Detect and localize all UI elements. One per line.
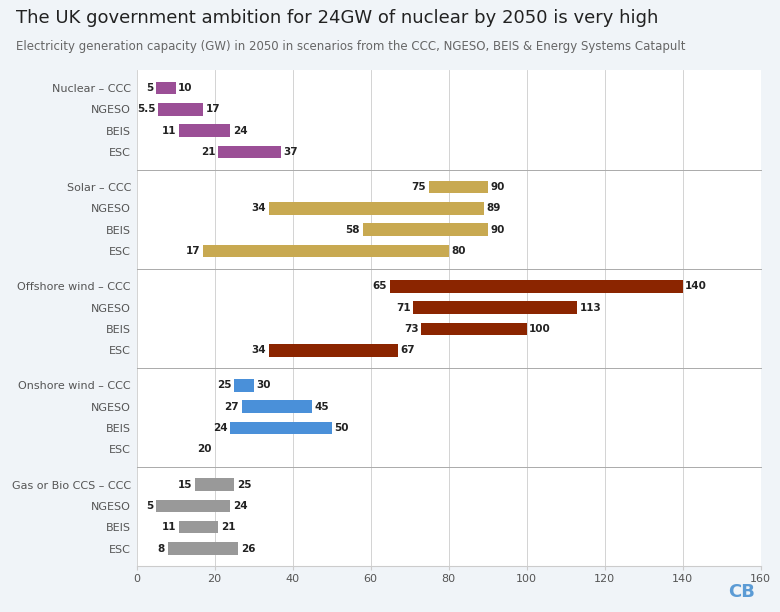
Text: 17: 17 (206, 104, 220, 114)
Text: 25: 25 (217, 381, 232, 390)
Bar (179, 124, 230, 137)
Text: 140: 140 (686, 282, 707, 291)
Text: 24: 24 (233, 125, 247, 136)
Text: 26: 26 (241, 543, 255, 553)
Bar (168, 542, 238, 555)
Text: 73: 73 (404, 324, 419, 334)
Text: Electricity generation capacity (GW) in 2050 in scenarios from the CCC, NGESO, B: Electricity generation capacity (GW) in … (16, 40, 685, 53)
Bar (179, 521, 218, 534)
Bar (230, 422, 332, 435)
Text: 113: 113 (580, 302, 601, 313)
Text: 11: 11 (162, 522, 176, 532)
Bar (156, 81, 176, 94)
Text: The UK government ambition for 24GW of nuclear by 2050 is very high: The UK government ambition for 24GW of n… (16, 9, 658, 27)
Text: 11: 11 (162, 125, 176, 136)
Text: 5: 5 (146, 501, 153, 511)
Bar (195, 478, 234, 491)
Text: 24: 24 (213, 423, 228, 433)
Text: 100: 100 (529, 324, 551, 334)
Text: 80: 80 (452, 246, 466, 256)
Text: 90: 90 (491, 225, 505, 235)
Text: CB: CB (729, 583, 755, 601)
Bar (234, 379, 254, 392)
Text: 8: 8 (158, 543, 165, 553)
Bar (363, 223, 488, 236)
Text: 15: 15 (178, 480, 193, 490)
Bar (203, 245, 448, 258)
Text: 21: 21 (222, 522, 236, 532)
Bar (269, 202, 484, 215)
Text: 21: 21 (201, 147, 215, 157)
Text: 67: 67 (401, 345, 415, 355)
Text: 58: 58 (346, 225, 360, 235)
Bar (158, 103, 203, 116)
Text: 5.5: 5.5 (136, 104, 155, 114)
Text: 34: 34 (252, 203, 267, 214)
Text: 89: 89 (487, 203, 501, 214)
Bar (413, 301, 577, 314)
Bar (218, 146, 281, 159)
Bar (269, 344, 398, 357)
Text: 17: 17 (186, 246, 200, 256)
Text: 71: 71 (396, 302, 411, 313)
Text: 20: 20 (197, 444, 212, 454)
Text: 45: 45 (315, 401, 329, 412)
Bar (242, 400, 312, 413)
Text: 75: 75 (412, 182, 427, 192)
Bar (390, 280, 682, 293)
Bar (156, 499, 230, 512)
Text: 5: 5 (146, 83, 153, 93)
Text: 24: 24 (233, 501, 247, 511)
Text: 34: 34 (252, 345, 267, 355)
Text: 25: 25 (237, 480, 251, 490)
Text: 27: 27 (225, 401, 239, 412)
Text: 30: 30 (256, 381, 271, 390)
Text: 90: 90 (491, 182, 505, 192)
Bar (429, 181, 488, 193)
Text: 37: 37 (284, 147, 298, 157)
Bar (421, 323, 526, 335)
Text: 10: 10 (179, 83, 193, 93)
Text: 65: 65 (373, 282, 388, 291)
Text: 50: 50 (335, 423, 349, 433)
